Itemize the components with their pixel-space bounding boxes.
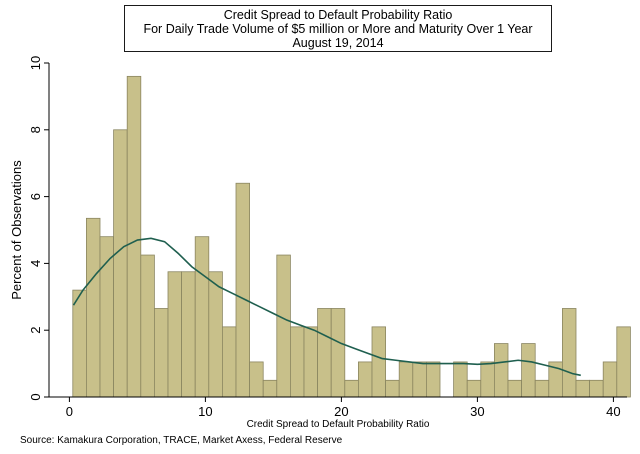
y-tick-label: 8 <box>28 126 43 133</box>
histogram-bar <box>99 236 115 398</box>
x-axis-label: Credit Spread to Default Probability Rat… <box>247 419 430 430</box>
histogram-bar <box>289 326 305 398</box>
histogram-bar <box>521 343 536 398</box>
histogram-bar <box>167 271 183 398</box>
histogram-bar <box>194 236 210 398</box>
x-tick-label: 0 <box>66 404 73 419</box>
histogram-bar <box>235 182 251 398</box>
x-axis-ticks: 0 10 20 30 40 <box>66 397 621 419</box>
histogram-bar <box>575 379 591 398</box>
x-tick-label: 10 <box>198 404 212 419</box>
histogram-bar <box>126 75 142 398</box>
histogram-bar <box>86 217 101 398</box>
y-tick-label: 0 <box>28 393 43 400</box>
histogram-bar <box>466 379 482 398</box>
histogram-bar <box>371 326 387 398</box>
density-curve <box>72 237 581 377</box>
histogram-bar <box>385 379 400 398</box>
histogram-bar <box>113 129 128 398</box>
histogram-bar <box>562 308 577 398</box>
histogram-bar <box>534 379 550 398</box>
histogram-bar <box>398 361 414 398</box>
histogram-bar <box>317 308 332 398</box>
histogram-bar <box>453 361 468 398</box>
x-tick-label: 40 <box>606 404 620 419</box>
histogram-bar <box>357 361 373 398</box>
histogram-bar <box>221 326 237 398</box>
y-tick-label: 2 <box>28 327 43 334</box>
y-tick-label: 4 <box>28 260 43 267</box>
chart-title-box: Credit Spread to Default Probability Rat… <box>124 5 552 52</box>
histogram-bar <box>249 361 264 398</box>
chart-title: Credit Spread to Default Probability Rat… <box>223 8 453 22</box>
y-axis-label: Percent of Observations <box>9 160 24 300</box>
source-note: Source: Kamakura Corporation, TRACE, Mar… <box>20 435 343 446</box>
y-tick-label: 6 <box>28 193 43 200</box>
histogram-bar <box>208 271 223 398</box>
histogram-bar <box>425 361 441 398</box>
histogram-bar <box>480 361 495 398</box>
y-axis-ticks: 0 2 4 6 8 10 <box>28 56 49 401</box>
histogram-bar <box>616 326 631 398</box>
histogram-bar <box>72 289 87 398</box>
histogram-bar <box>493 343 509 398</box>
histogram-bar <box>262 379 278 398</box>
bar-group <box>72 75 631 398</box>
histogram-bar <box>507 379 523 398</box>
histogram-bar <box>153 308 169 398</box>
x-tick-label: 20 <box>334 404 348 419</box>
histogram-bar <box>303 326 319 398</box>
histogram-bar <box>602 361 618 398</box>
histogram-bar <box>330 308 346 398</box>
histogram-bar <box>344 379 359 398</box>
histogram-bar <box>276 254 291 398</box>
histogram-bar <box>412 361 427 398</box>
histogram-bar <box>140 254 155 398</box>
chart-subtitle-2: August 19, 2014 <box>292 36 384 50</box>
y-tick-label: 10 <box>28 56 43 70</box>
chart-subtitle-1: For Daily Trade Volume of $5 million or … <box>143 22 533 36</box>
histogram-bar <box>589 379 604 398</box>
x-tick-label: 30 <box>470 404 484 419</box>
histogram-bar <box>181 271 196 398</box>
